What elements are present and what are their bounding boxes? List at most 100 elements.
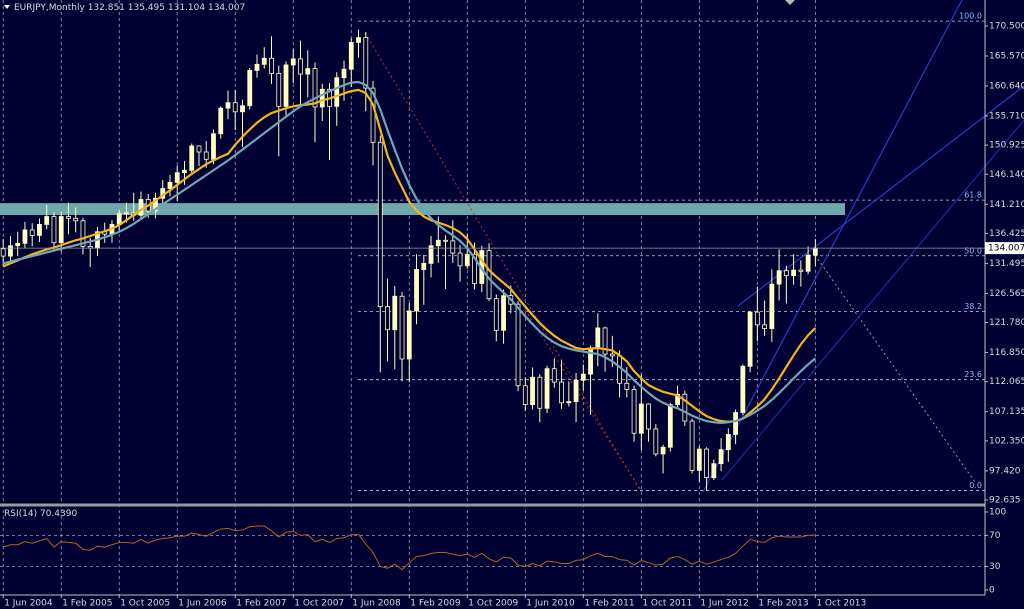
candle-body (247, 70, 253, 107)
x-tick-label: 1 Feb 2005 (62, 599, 112, 609)
candle-body (602, 327, 608, 355)
ohlc-open: 132.851 (88, 3, 125, 13)
candle-body (776, 270, 782, 285)
candle-body (725, 434, 731, 451)
candle-body (812, 247, 818, 256)
y-tick-label: 121.780 (989, 318, 1024, 328)
candle-body (124, 212, 129, 215)
candle-body (428, 245, 434, 264)
candle-body (138, 199, 144, 216)
y-tick-label: 131.495 (989, 259, 1024, 269)
menu-arrow[interactable] (4, 5, 10, 9)
candle-body (493, 298, 499, 331)
candle-body (624, 382, 630, 390)
channel-line (737, 85, 1024, 307)
candle-body (37, 224, 42, 236)
candle-body (211, 133, 216, 160)
x-tick-label: 1 Feb 2013 (758, 599, 808, 609)
fib-label: 38.2 (964, 302, 982, 311)
price-label: 134.007 (988, 244, 1024, 254)
candle-body (689, 420, 695, 471)
candle-body (675, 393, 680, 406)
candle-body (704, 448, 709, 479)
y-tick-label: 150.925 (989, 141, 1024, 151)
candle-body (464, 253, 470, 267)
candle-body (8, 245, 13, 257)
candle-body (189, 145, 195, 171)
candle-body (798, 269, 804, 272)
y-tick-label: 136.425 (989, 229, 1024, 239)
candle-body (334, 77, 340, 107)
candle-body (805, 254, 811, 272)
candle-body (501, 295, 506, 331)
y-tick-label: 141.210 (989, 200, 1024, 210)
y-tick-label: 116.850 (989, 348, 1024, 358)
rsi-tick-label: 100 (989, 507, 1006, 517)
candle-body (392, 295, 398, 331)
candle-body (537, 376, 543, 409)
candle-body (182, 169, 187, 174)
ohlc-high: 135.495 (128, 3, 165, 13)
candle-body (341, 68, 347, 79)
candle-body (232, 102, 238, 113)
candle-body (254, 63, 260, 71)
x-tick-label: 1 Jun 2010 (526, 599, 575, 609)
rsi-tick-label: 0 (989, 586, 995, 596)
candle-body (515, 303, 521, 387)
y-tick-label: 155.710 (989, 112, 1024, 122)
plot (0, 29, 985, 571)
y-tick-label: 126.565 (989, 289, 1024, 299)
candle-body (566, 401, 572, 404)
x-tick-label: 1 Oct 2007 (294, 599, 344, 609)
fib-label: 100.0 (959, 12, 982, 21)
candle-body (406, 310, 412, 360)
symbol: EURJPY,Monthly (14, 3, 85, 13)
rsi-tick-label: 30 (989, 562, 1001, 572)
candle-body (783, 270, 789, 276)
candle-body (312, 68, 318, 108)
candle-body (769, 283, 775, 329)
candle-body (167, 182, 173, 189)
candle-body (667, 404, 673, 448)
candle-body (747, 311, 753, 367)
candle-body (486, 250, 492, 300)
fib-label: 23.6 (964, 370, 982, 379)
candle-body (631, 389, 637, 434)
candle-body (319, 88, 325, 108)
candle-body (762, 324, 767, 329)
candle-body (174, 172, 180, 183)
candle-body (559, 381, 564, 404)
candle-body (711, 463, 717, 479)
candle-body (218, 107, 224, 135)
fib-label: 61.8 (964, 191, 982, 200)
candle-body (544, 368, 550, 409)
x-tick-label: 1 Jun 2006 (178, 599, 227, 609)
y-tick-label: 170.500 (989, 21, 1024, 31)
candle-body (421, 262, 427, 270)
candle-body (261, 57, 267, 65)
x-tick-label: 1 Jun 2004 (4, 599, 53, 609)
fib-label: 50.0 (964, 246, 982, 255)
candle-body (225, 102, 231, 109)
x-tick-label: 1 Oct 2011 (642, 599, 692, 609)
fib-label: 0.0 (969, 481, 982, 490)
candle-body (435, 239, 441, 247)
y-tick-label: 165.570 (989, 52, 1024, 62)
candle-body (653, 428, 659, 455)
candle-body (22, 229, 28, 244)
candle-body (29, 229, 35, 236)
candle-body (58, 216, 64, 244)
candle-body (305, 68, 311, 75)
candle-body (609, 353, 615, 357)
drawings (364, 0, 1024, 493)
fibonacci: 100.0 61.8 50.0 38.2 23.6 0.0 (358, 12, 985, 491)
candle-body (646, 403, 651, 430)
x-tick-label: 1 Oct 2005 (120, 599, 170, 609)
channel-line (702, 0, 963, 493)
y-tick-label: 102.350 (989, 436, 1024, 446)
x-tick-label: 1 Feb 2007 (236, 599, 286, 609)
candle-body (283, 64, 289, 107)
candle-body (530, 376, 535, 406)
grid (0, 0, 985, 595)
candle-body (457, 252, 463, 267)
